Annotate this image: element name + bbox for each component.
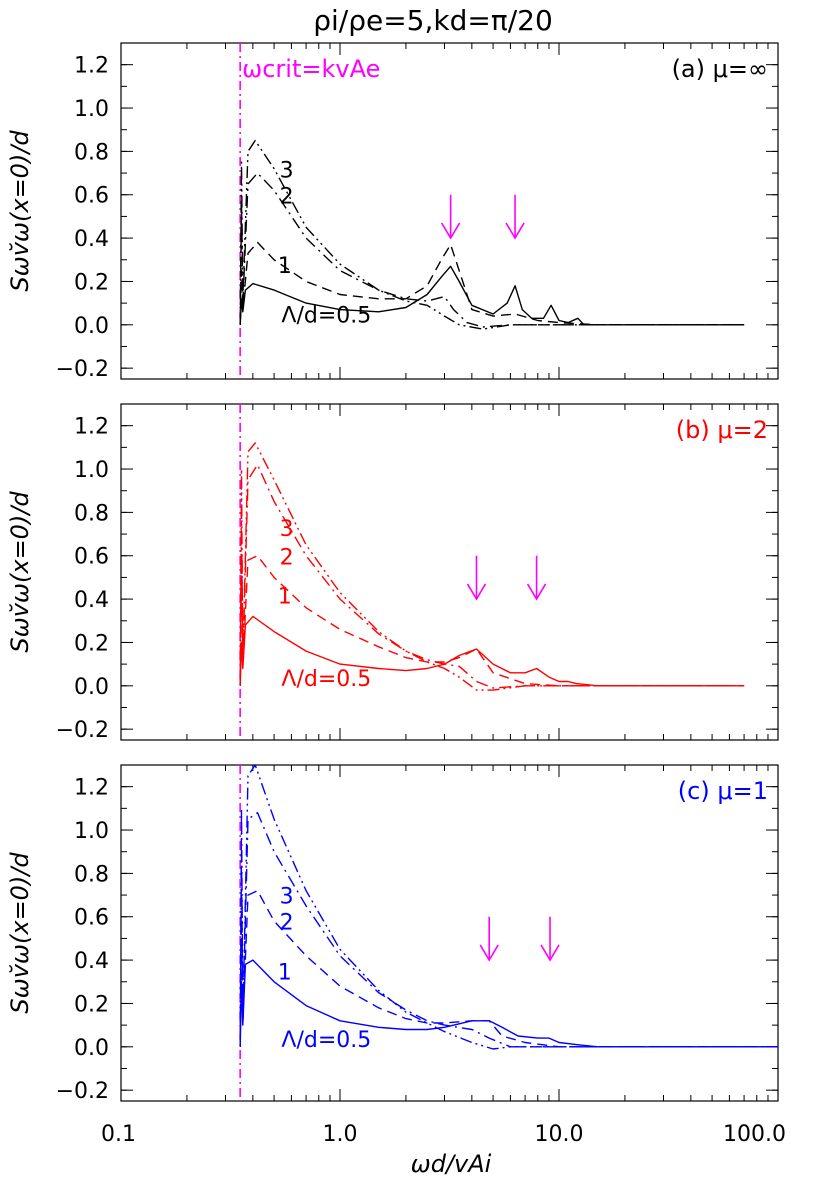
y-tick-label: 1.2 — [74, 776, 109, 801]
y-tick-label: 0.2 — [74, 992, 109, 1017]
panel-c: −0.2 0.0 0.2 0.4 0.6 0.8 1.0 1.2 0.1 1.0 10.0 100.0… — [6, 764, 786, 1147]
curve-label: Λ/d=0.5 — [281, 667, 371, 692]
x-tick-label: 0.1 — [101, 1122, 136, 1147]
curve-label: 2 — [280, 911, 294, 936]
series-line-solid — [239, 959, 778, 1048]
curve-label: 1 — [278, 961, 292, 986]
plot-frame — [120, 403, 779, 741]
series-line-dashed — [239, 890, 778, 1048]
curve-label: 2 — [280, 545, 294, 570]
y-tick-label: 1.2 — [74, 415, 109, 440]
resonance-arrow — [505, 194, 525, 240]
curve-label: 1 — [278, 584, 292, 609]
curve-label: 3 — [280, 158, 294, 183]
x-tick-label: 10.0 — [535, 1122, 584, 1147]
arrow-head — [526, 583, 547, 601]
series-line-solid — [239, 615, 745, 687]
y-tick-label: −0.2 — [56, 718, 109, 743]
critical-frequency-label: ωcrit=kvAe — [242, 55, 380, 83]
x-axis-label: ωd/vAi — [411, 1150, 492, 1178]
y-tick-label: 0.0 — [74, 314, 109, 339]
y-axis-label: Sωv̆ω(x=0)/d — [6, 130, 34, 292]
y-tick-label: 0.0 — [74, 675, 109, 700]
y-tick-label: 0.2 — [74, 270, 109, 295]
series-line-dash-dot-dot — [239, 765, 778, 1050]
x-tick-label: 100.0 — [723, 1122, 786, 1147]
resonance-arrow — [540, 916, 560, 962]
panel-label: (b) μ=2 — [676, 416, 768, 444]
y-tick-label: 0.4 — [74, 227, 109, 252]
curve-label: 1 — [278, 254, 292, 279]
y-tick-label: 0.0 — [74, 1036, 109, 1061]
arrow-head — [466, 583, 487, 601]
resonance-arrow — [479, 916, 499, 962]
x-tick-label: 1.0 — [323, 1122, 358, 1147]
plot-area: 3 2 1 Λ/d=0.5 — [239, 404, 745, 740]
y-tick-label: −0.2 — [56, 357, 109, 382]
curve-label: 2 — [280, 184, 294, 209]
y-tick-label: −0.2 — [56, 1079, 109, 1104]
y-axis-label: Sωv̆ω(x=0)/d — [6, 852, 34, 1014]
y-tick-label: 0.8 — [74, 862, 109, 887]
panel-label: (c) μ=1 — [678, 777, 768, 805]
y-axis-label: Sωv̆ω(x=0)/d — [6, 491, 34, 653]
y-tick-label: 1.2 — [74, 54, 109, 79]
y-tick-label: 0.2 — [74, 631, 109, 656]
series-line-solid — [239, 265, 745, 326]
y-tick-label: 0.4 — [74, 588, 109, 613]
series-line-dash-dot-dot — [239, 139, 745, 330]
y-tick-label: 1.0 — [74, 458, 109, 483]
curve-label: 3 — [280, 517, 294, 542]
series-line-dashed — [239, 241, 745, 326]
arrow-head — [479, 944, 499, 962]
series-line-dashed — [239, 555, 745, 687]
panel-a: −0.2 0.0 0.2 0.4 0.6 0.8 1.0 1.2 Sωv̆ω(x=0)/d 32 1… — [6, 42, 779, 382]
y-tick-label: 1.0 — [74, 819, 109, 844]
curve-label: Λ/d=0.5 — [281, 1028, 371, 1053]
curve-label: Λ/d=0.5 — [281, 304, 371, 329]
plot-frame — [120, 764, 779, 1102]
curve-label: 3 — [280, 885, 294, 910]
plot-area: 32 1 Λ/d=0.5 — [239, 765, 778, 1101]
y-tick-label: 0.6 — [74, 906, 109, 931]
arrow-head — [540, 944, 560, 962]
series-line-dash-dot — [239, 172, 745, 328]
y-tick-label: 0.8 — [74, 501, 109, 526]
y-tick-label: 0.4 — [74, 949, 109, 974]
plot-frame — [120, 42, 779, 380]
panel-label: (a) μ=∞ — [672, 55, 768, 83]
y-tick-label: 0.8 — [74, 140, 109, 165]
resonance-arrow — [440, 194, 461, 240]
y-tick-label: 0.6 — [74, 545, 109, 570]
figure-title: ρi/ρe=5,kd=π/20 — [313, 4, 553, 37]
arrow-head — [440, 222, 461, 240]
arrow-head — [505, 222, 525, 240]
resonance-arrow — [466, 555, 487, 601]
y-tick-label: 0.6 — [74, 184, 109, 209]
plot-area: 32 1 Λ/d=0.5 — [239, 43, 745, 379]
resonance-arrow — [526, 555, 547, 601]
panel-b: −0.2 0.0 0.2 0.4 0.6 0.8 1.0 1.2 Sωv̆ω(x=0)/d 3 2 1… — [6, 403, 779, 743]
y-tick-label: 1.0 — [74, 97, 109, 122]
series-line-dash-dot-dot — [239, 442, 745, 691]
